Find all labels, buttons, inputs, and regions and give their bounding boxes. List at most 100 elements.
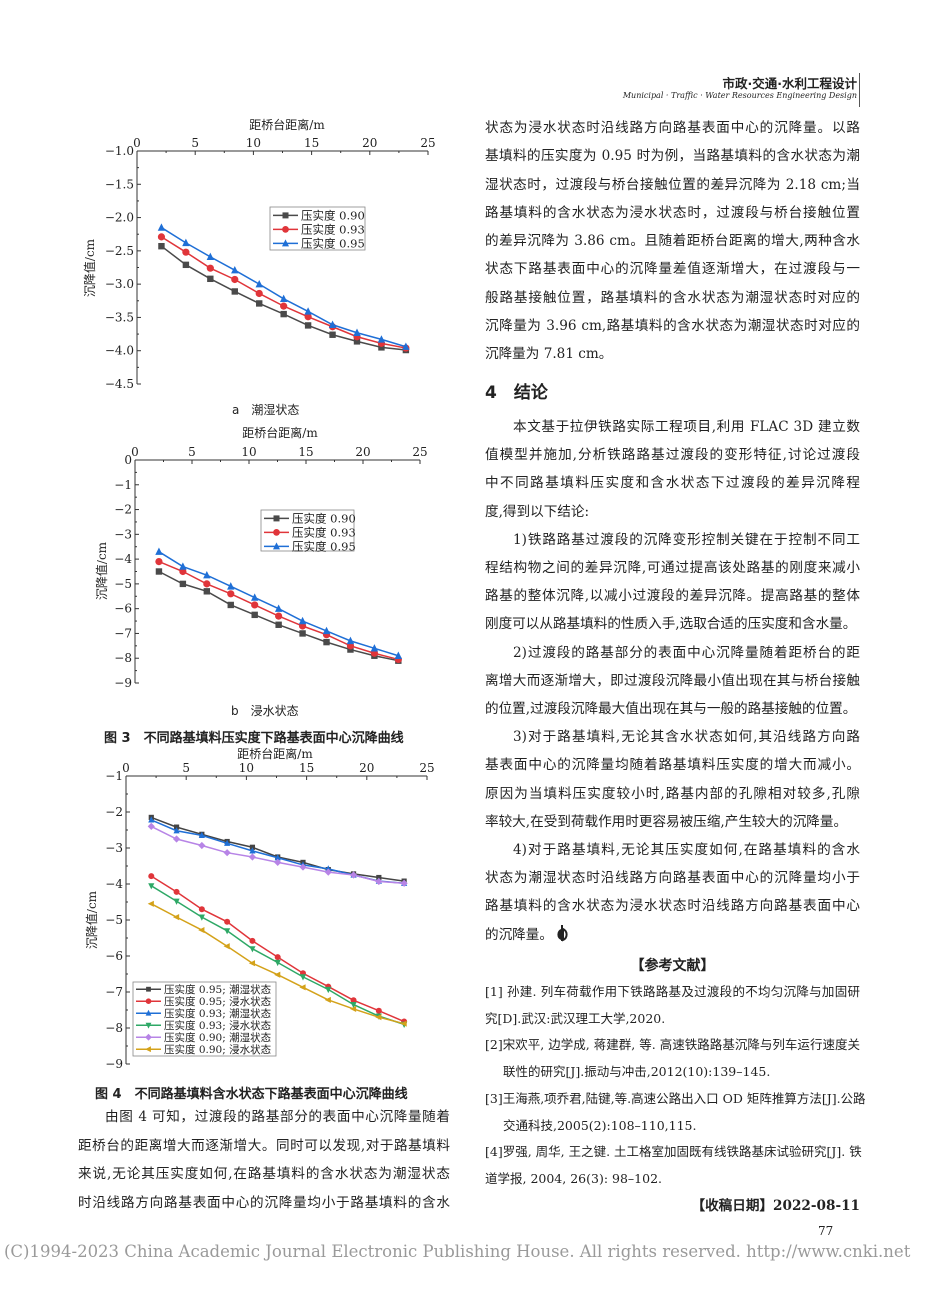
data-point-triangle-up [157, 223, 166, 231]
text-line: 沉降量为 7.81 cm。 [485, 346, 613, 362]
data-point-triangle-up [304, 307, 312, 315]
section-heading: 4 结论 [485, 383, 548, 403]
data-point-circle [182, 248, 190, 256]
text-line: 程结构物之间的差异沉降,可通过提高该处路基的刚度来减小 [485, 560, 860, 576]
data-point-square [280, 310, 287, 318]
data-point-triangle-up [298, 616, 307, 625]
data-point-square [249, 844, 256, 850]
reference-line: [3]王海燕,项乔君,陆键,等.高速公路出入口 OD 矩阵推算方法[J].公路 [485, 1090, 866, 1106]
data-point-triangle-left [400, 1020, 407, 1027]
data-point-triangle-left [248, 960, 256, 967]
legend-label: 压实度 0.95; 潮湿状态 [164, 983, 272, 996]
legend-label: 压实度 0.93 [292, 525, 356, 539]
data-point-circle [350, 997, 357, 1004]
text-line: 状态为浸水状态时沿线路方向路基表面中心的沉降量。以路 [485, 120, 860, 136]
x-tick-label: 15 [304, 136, 319, 150]
reference-line: 究[D].武汉:武汉理工大学,2020. [485, 1010, 666, 1026]
text-line: 2)过渡段的路基部分的表面中心沉降量随着距桥台的距 [513, 644, 860, 661]
data-point-square [273, 515, 280, 522]
text-line: 1)铁路路基过渡段的沉降变形控制关键在于控制不同工 [513, 531, 860, 548]
data-point-triangle-down [173, 898, 180, 905]
text-line: 基表面中心的沉降量均随着路基填料压实度的增大而减小。 [485, 757, 860, 774]
text-line: 度,得到以下结论: [485, 503, 590, 520]
page-number: 77 [818, 1224, 834, 1238]
data-point-square [182, 261, 190, 269]
received-date: 【收稿日期】2022-08-11 [691, 1198, 860, 1214]
journal-end-logo-icon [553, 924, 571, 942]
figure-4-caption: 图 4 不同路基填料含水状态下路基表面中心沉降曲线 [95, 1087, 408, 1102]
y-tick-label: −8 [114, 651, 132, 665]
data-point-diamond [349, 871, 358, 879]
data-point-triangle-up [203, 571, 211, 579]
y-tick-label: −9 [105, 1057, 123, 1071]
data-point-circle [282, 226, 289, 233]
data-point-diamond [274, 858, 282, 866]
y-tick-label: −3.0 [105, 277, 134, 291]
data-point-triangle-left [375, 1014, 382, 1021]
data-point-square [207, 275, 214, 283]
text-line: 4)对于路基填料,无论其压实度如何,在路基填料的含水 [513, 842, 860, 858]
text-line: 般路基接触位置，路基填料的含水状态为潮湿状态时对应的 [485, 289, 860, 306]
data-point-triangle-up [198, 831, 205, 838]
y-tick-label: −2.5 [105, 244, 134, 258]
data-point-triangle-up [325, 865, 332, 872]
y-tick-label: −2 [114, 503, 132, 517]
text-line: 由图 4 可知，过渡段的路基部分的表面中心沉降量随着 [105, 1109, 450, 1125]
x-tick-label: 5 [188, 445, 196, 459]
data-point-triangle-up [155, 547, 163, 555]
data-point-triangle-down [249, 946, 256, 953]
data-point-circle [280, 302, 288, 310]
y-tick-label: −3 [105, 841, 123, 855]
text-line: 状态为潮湿状态时沿线路方向路基表面中心的沉降量均小于 [485, 870, 860, 887]
data-point-triangle-up [322, 626, 331, 635]
journal-title-en: Municipal · Traffic · Water Resources En… [622, 91, 857, 100]
figure-3b-subcaption: b 浸水状态 [231, 704, 299, 718]
data-point-triangle-left [198, 926, 205, 934]
data-point-triangle-up [328, 320, 337, 328]
series-line [151, 816, 405, 882]
data-point-circle [145, 998, 152, 1004]
data-point-square [329, 331, 336, 338]
data-point-circle [249, 937, 256, 944]
y-tick-label: −2 [105, 805, 123, 819]
data-point-triangle-down [198, 914, 205, 921]
data-point-triangle-up [206, 252, 215, 261]
data-point-triangle-up [249, 847, 256, 854]
data-point-triangle-up [377, 335, 386, 343]
data-point-triangle-up [282, 239, 289, 247]
data-point-diamond [145, 1033, 152, 1041]
y-tick-label: −5 [105, 913, 123, 927]
data-point-triangle-up [145, 1009, 152, 1016]
y-tick-label: −6 [105, 949, 123, 963]
data-point-square [275, 621, 282, 628]
legend-label: 压实度 0.95; 浸水状态 [164, 995, 272, 1008]
x-tick-label: 0 [122, 761, 130, 775]
data-point-triangle-up [370, 644, 379, 652]
text-line: 本文基于拉伊铁路实际工程项目,利用 FLAC 3D 建立数 [513, 419, 860, 435]
data-point-circle [224, 918, 231, 925]
data-point-square [378, 344, 385, 351]
y-axis-label: 沉降值/cm [94, 541, 109, 600]
data-point-triangle-left [299, 984, 306, 991]
data-point-circle [227, 590, 235, 598]
reference-line: [1] 孙建. 列车荷载作用下铁路路基及过渡段的不均匀沉降与加固研 [485, 984, 860, 999]
text-line: 的沉降量。 [485, 924, 860, 946]
text-line: 的差异沉降为 3.86 cm。且随着距桥台距离的增大,两种含水 [485, 233, 860, 249]
data-point-circle [148, 873, 155, 880]
data-point-triangle-down [145, 1022, 152, 1029]
data-point-triangle-up [231, 265, 239, 274]
y-tick-label: −4 [105, 877, 123, 891]
data-point-triangle-down [148, 883, 155, 890]
data-point-circle [198, 906, 205, 913]
y-axis-label: 沉降值/cm [84, 890, 99, 949]
data-point-triangle-up [173, 827, 180, 834]
figure-4-chart: 0 5 10 15 20 25 −1 −2 −3 −4 −5 −6 −7 −8 −9 距桥台距离/m 沉降值/c… [84, 746, 435, 1071]
x-axis-label: 距桥台距离/m [237, 746, 313, 761]
legend-label: 压实度 0.95 [292, 539, 356, 553]
y-tick-label: −8 [105, 1021, 123, 1035]
legend-label: 压实度 0.90; 潮湿状态 [164, 1031, 272, 1044]
legend-box [132, 981, 277, 1057]
y-tick-label: −1 [114, 478, 132, 492]
text-line: 路基填料的含水状态为浸水状态时，过渡段与桥台接触位置 [485, 204, 860, 221]
data-point-triangle-up [148, 816, 155, 823]
